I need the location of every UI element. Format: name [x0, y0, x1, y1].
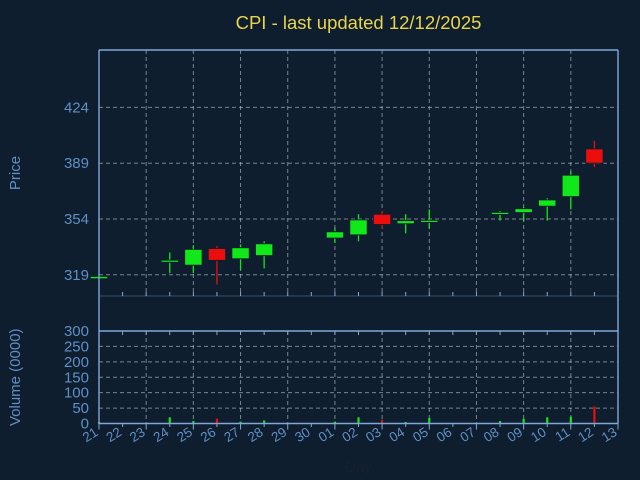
svg-text:300: 300 — [64, 323, 89, 340]
svg-text:319: 319 — [64, 267, 89, 284]
svg-text:200: 200 — [64, 354, 89, 371]
svg-text:250: 250 — [64, 338, 89, 355]
svg-text:424: 424 — [64, 99, 89, 116]
svg-text:CPI - last updated 12/12/2025: CPI - last updated 12/12/2025 — [236, 12, 482, 33]
svg-text:50: 50 — [72, 400, 89, 417]
svg-text:Volume (0000): Volume (0000) — [7, 328, 24, 426]
svg-text:389: 389 — [64, 155, 89, 172]
svg-text:Day: Day — [345, 459, 372, 476]
svg-text:100: 100 — [64, 385, 89, 402]
svg-text:354: 354 — [64, 211, 89, 228]
svg-text:Price: Price — [7, 156, 24, 190]
svg-text:150: 150 — [64, 369, 89, 386]
